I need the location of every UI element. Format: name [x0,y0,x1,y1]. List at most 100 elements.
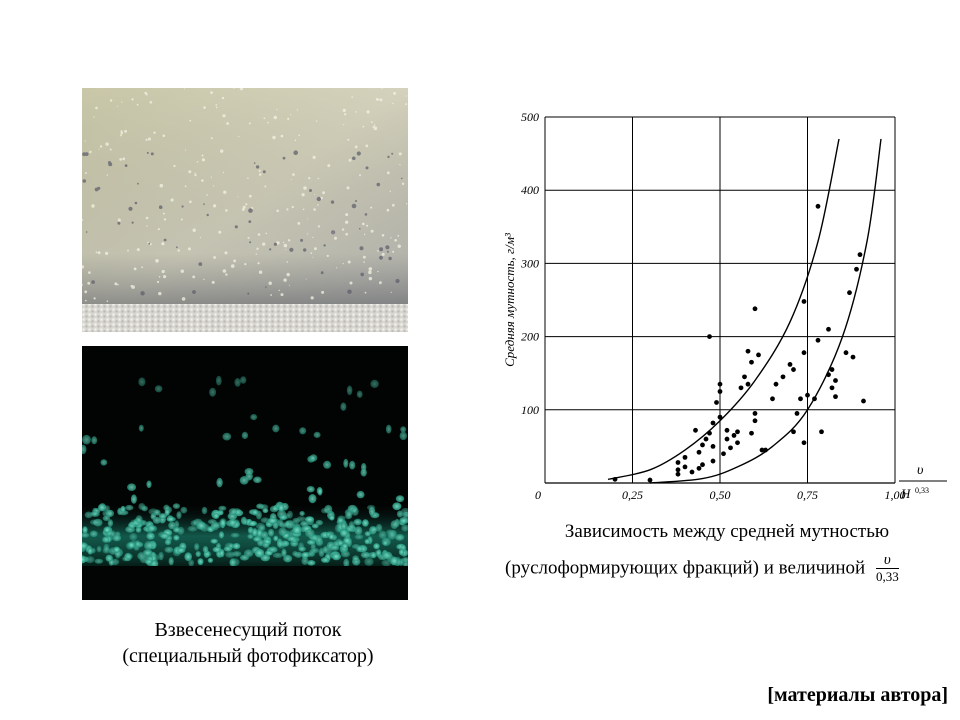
particle-speck [351,203,357,209]
data-point [794,411,800,416]
glowing-particle [177,547,186,554]
particle-speck [106,300,109,302]
particle-speck [381,234,385,237]
particle-speck [278,289,280,292]
glowing-particle [287,510,293,519]
particle-speck [394,239,397,242]
particle-speck [397,244,401,248]
glowing-particle [146,480,152,489]
glowing-particle [296,516,307,522]
particle-speck [327,164,331,168]
y-tick-label: 100 [521,403,539,417]
particle-speck [131,221,134,224]
data-point [763,447,768,453]
particle-speck [82,219,84,221]
particle-speck [97,186,101,190]
glowing-particle [120,505,126,513]
particle-speck [88,271,91,274]
glowing-particle [337,517,344,524]
particle-speck [140,291,145,296]
particle-speck [106,174,108,176]
particle-speck [355,200,357,202]
particle-speck [241,208,245,211]
particle-speck [203,203,205,205]
glowing-particle [196,521,206,530]
particle-speck [280,293,284,297]
glowing-particle [399,431,407,441]
particle-speck [379,281,382,285]
glowing-particle [364,531,371,537]
glowing-particle [345,510,353,519]
particle-speck [294,139,297,142]
glowing-particle [105,554,113,562]
particle-speck [283,278,287,282]
particle-speck [365,166,369,170]
particle-speck [220,149,224,153]
glowing-particle [229,518,237,527]
particle-speck [85,172,87,174]
data-point [710,444,716,449]
particle-speck [293,150,298,155]
particle-speck [162,134,166,137]
particle-speck [312,256,314,258]
particle-speck [370,206,373,209]
x-tick-label: 0,75 [797,488,818,502]
glowing-particle [82,532,90,538]
glowing-particle [234,378,241,387]
glowing-particle [113,546,121,553]
particle-speck [265,232,268,235]
particle-speck [363,255,366,259]
particle-speck [230,264,235,268]
particle-speck [287,117,290,120]
particle-speck [368,267,373,271]
particle-speck [298,134,301,137]
particle-speck [192,290,196,294]
particle-speck [105,142,109,146]
glowing-particle [187,525,198,532]
glowing-particle [248,520,257,527]
particle-speck [117,221,121,225]
particle-speck [131,285,135,289]
particle-speck [222,171,225,174]
particle-speck [258,169,261,172]
particle-speck [248,208,253,213]
particle-speck [247,236,250,239]
data-point [612,476,618,482]
data-point [717,381,723,387]
glowing-particle [385,424,392,434]
particle-speck [189,119,192,122]
glowing-particle [284,520,291,528]
glowing-particle [210,538,218,544]
data-point [721,451,726,457]
glowing-particle [144,559,153,565]
glowing-particle [173,527,181,533]
glowing-particle [353,519,362,525]
data-point [724,436,730,442]
particle-speck [398,152,402,156]
particle-speck [224,251,228,255]
glowing-particle [354,526,363,535]
particle-speck [388,256,392,261]
particle-speck [379,98,383,102]
glowing-particle [283,554,293,563]
glowing-particle [154,385,163,393]
glowing-particle [348,521,355,530]
glowing-particle [278,527,287,537]
particle-speck [121,101,123,103]
glowing-particle [253,476,262,484]
particle-speck [239,88,244,91]
particle-speck [347,138,350,141]
glowing-particle [390,520,399,529]
glowing-particle [320,557,329,563]
glowing-particle [209,387,217,397]
particle-speck [146,151,149,154]
glowing-particle [273,535,279,542]
particle-speck [391,152,394,155]
particle-speck [141,266,143,269]
particle-speck [177,249,180,252]
particle-speck [286,261,288,263]
particle-speck [314,194,316,196]
particle-speck [155,259,159,263]
glowing-particle [213,513,220,519]
data-point [710,420,716,426]
